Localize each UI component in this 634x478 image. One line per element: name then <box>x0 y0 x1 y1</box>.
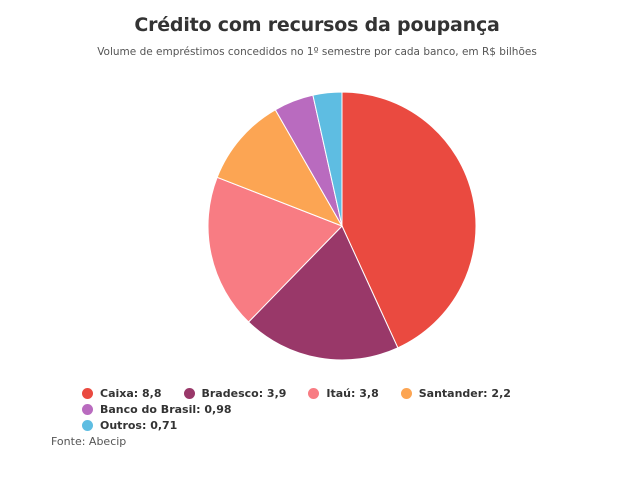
legend-item-itau[interactable]: Itaú: 3,8 <box>308 385 379 401</box>
legend-item-banco-do-brasil[interactable]: Banco do Brasil: 0,98 <box>82 401 232 417</box>
chart-title: Crédito com recursos da poupança <box>134 14 500 36</box>
legend-item-bradesco[interactable]: Bradesco: 3,9 <box>183 385 287 401</box>
legend-label: Itaú: 3,8 <box>326 386 379 400</box>
legend-dot-icon <box>308 387 320 399</box>
chart-legend: Caixa: 8,8 Bradesco: 3,9 Itaú: 3,8 Santa… <box>82 385 622 433</box>
source-note: Fonte: Abecip <box>51 435 127 448</box>
pie-slice-caixa[interactable] <box>341 91 477 349</box>
legend-label: Bradesco: 3,9 <box>201 386 287 400</box>
legend-item-outros[interactable]: Outros: 0,71 <box>82 417 177 433</box>
legend-item-santander[interactable]: Santander: 2,2 <box>400 385 511 401</box>
legend-item-caixa[interactable]: Caixa: 8,8 <box>82 385 162 401</box>
legend-dot-icon <box>82 403 93 415</box>
legend-dot-icon <box>82 387 93 399</box>
legend-dot-icon <box>400 387 412 399</box>
legend-label: Santander: 2,2 <box>418 386 511 400</box>
pie-slice-santander[interactable] <box>216 109 344 227</box>
legend-label: Caixa: 8,8 <box>100 386 162 400</box>
legend-dot-icon <box>183 387 195 399</box>
legend-label: Banco do Brasil: 0,98 <box>100 402 232 416</box>
legend-dot-icon <box>82 419 93 431</box>
legend-label: Outros: 0,71 <box>100 418 178 432</box>
chart-subtitle: Volume de empréstimos concedidos no 1º s… <box>97 46 537 58</box>
pie-slice-outros[interactable] <box>312 91 343 227</box>
pie-chart <box>207 91 477 361</box>
pie-slice-bradesco[interactable] <box>247 225 399 361</box>
pie-slices <box>207 91 477 361</box>
